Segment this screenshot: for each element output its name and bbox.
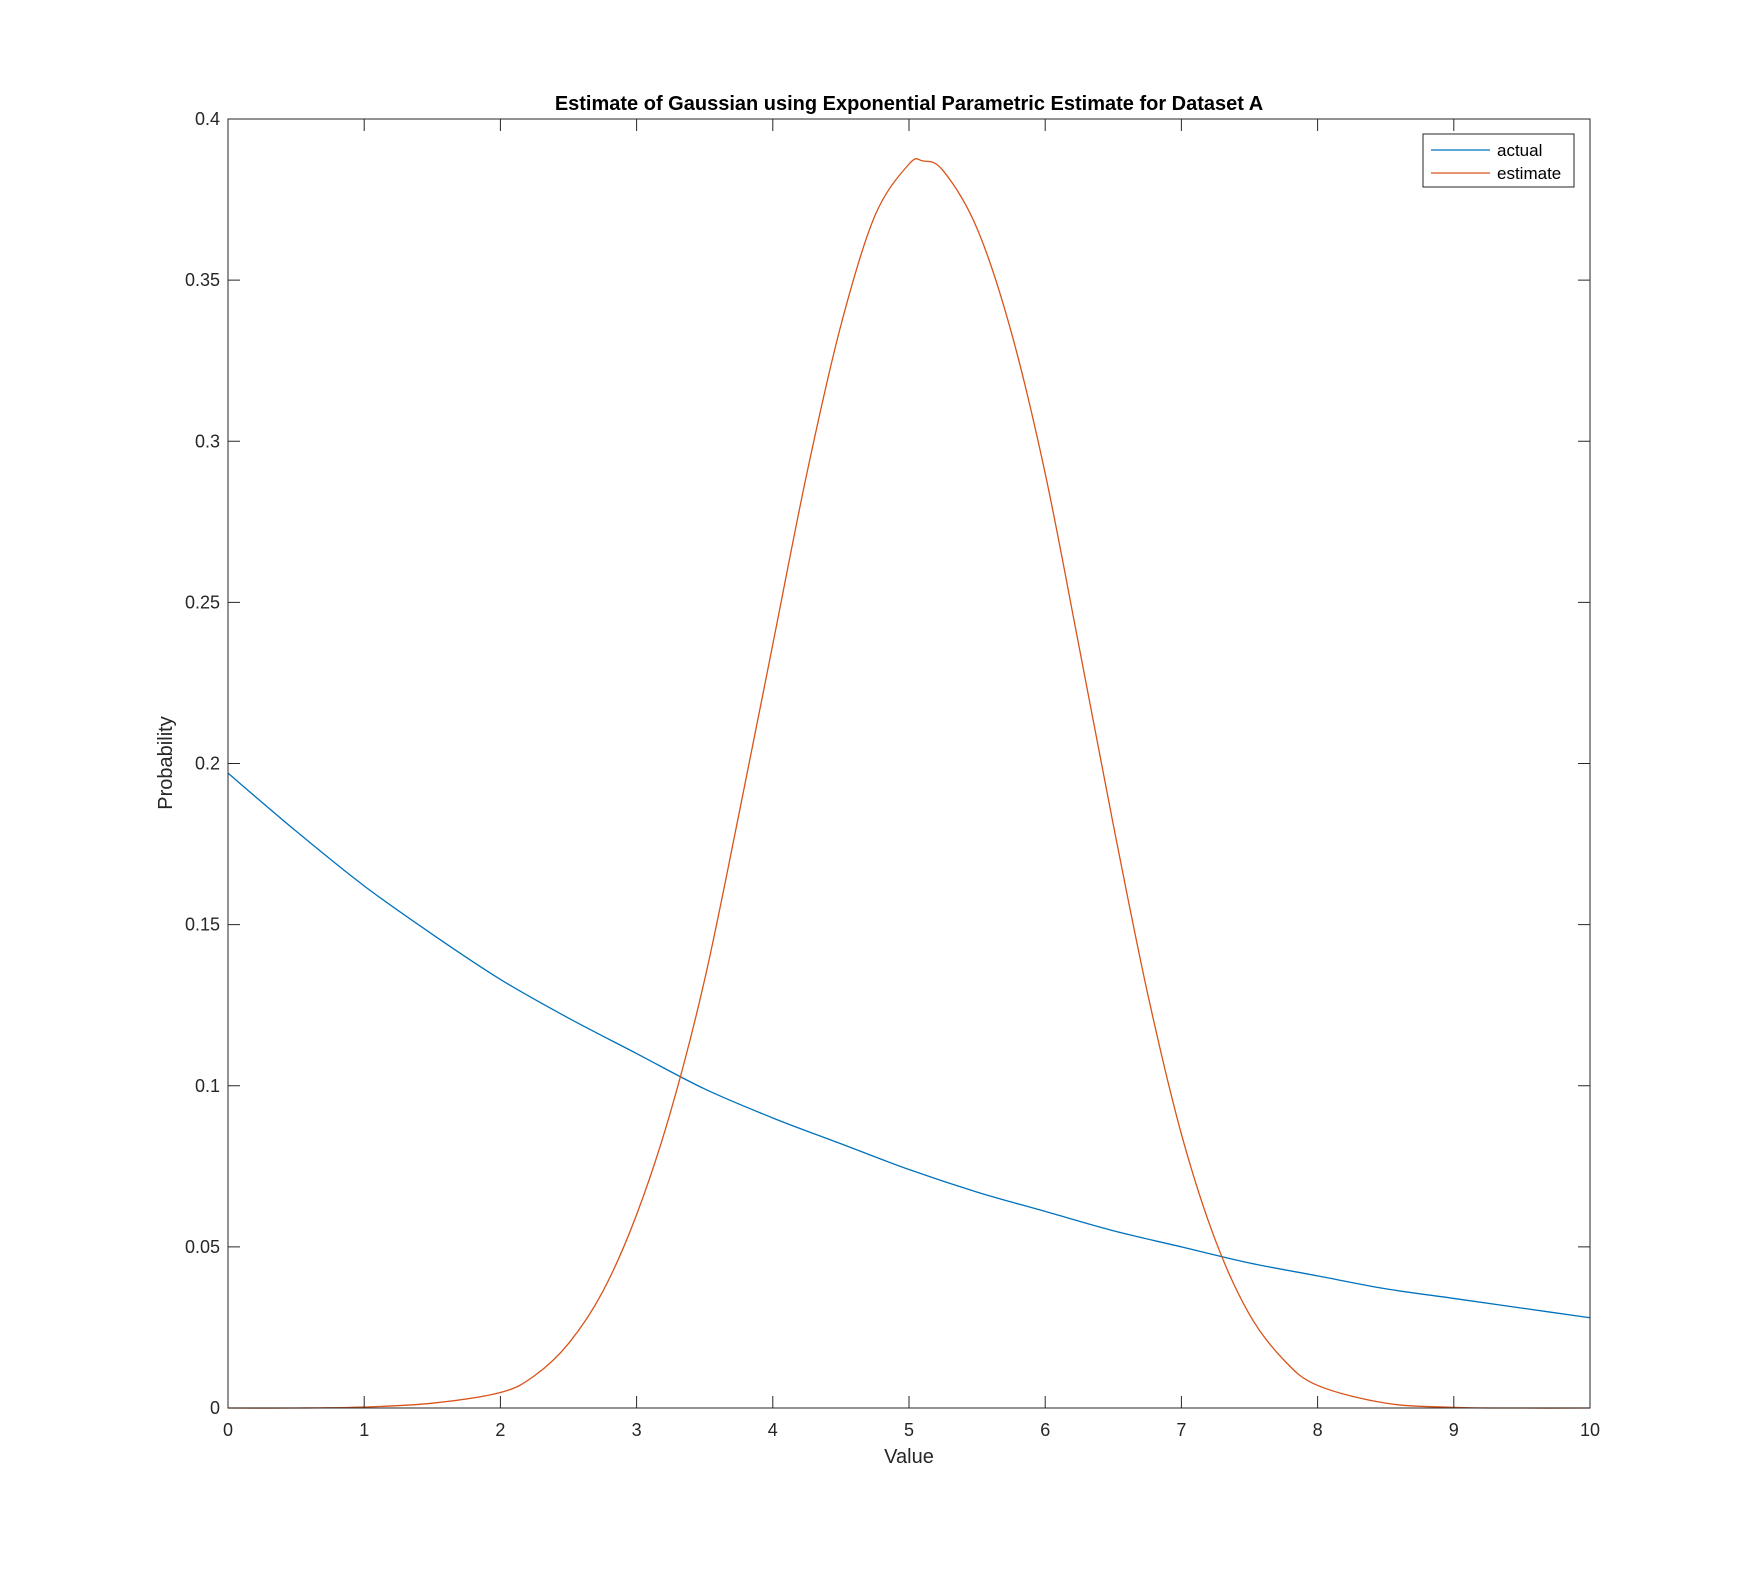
- chart-title: Estimate of Gaussian using Exponential P…: [555, 93, 1263, 115]
- x-tick-label: 0: [223, 1420, 233, 1440]
- legend-label-actual: actual: [1497, 141, 1542, 160]
- y-tick-label: 0.3: [195, 431, 220, 451]
- legend-label-estimate: estimate: [1497, 164, 1561, 183]
- legend: actual estimate: [1422, 133, 1575, 188]
- x-tick-label: 4: [768, 1420, 778, 1440]
- y-tick-label: 0.4: [195, 109, 220, 129]
- x-tick-label: 8: [1313, 1420, 1323, 1440]
- series-line-actual: [227, 772, 1591, 1319]
- x-tick-label: 1: [359, 1420, 369, 1440]
- x-tick-label: 7: [1176, 1420, 1186, 1440]
- y-tick-label: 0: [210, 1398, 220, 1418]
- x-axis-label: Value: [884, 1446, 934, 1468]
- x-tick-label: 3: [632, 1420, 642, 1440]
- ticks-layer: 0 1 2 3 4 5 6 7 8 9 10 0 0.05 0.1 0.15 0.2 0.25 0.3 0.35 0.…: [185, 109, 1600, 1440]
- x-tick-label: 5: [904, 1420, 914, 1440]
- series-layer: [227, 158, 1591, 1409]
- x-tick-label: 10: [1580, 1420, 1600, 1440]
- y-tick-label: 0.1: [195, 1076, 220, 1096]
- y-tick-label: 0.25: [185, 592, 220, 612]
- x-tick-label: 9: [1449, 1420, 1459, 1440]
- x-tick-label: 6: [1040, 1420, 1050, 1440]
- legend-box: [1422, 133, 1575, 188]
- y-axis-label: Probability: [155, 716, 177, 809]
- y-tick-label: 0.35: [185, 270, 220, 290]
- x-tick-label: 2: [495, 1420, 505, 1440]
- y-tick-label: 0.15: [185, 915, 220, 935]
- series-line-estimate: [227, 158, 1591, 1409]
- y-tick-label: 0.2: [195, 754, 220, 774]
- plot-area: [228, 119, 1590, 1408]
- y-tick-label: 0.05: [185, 1237, 220, 1257]
